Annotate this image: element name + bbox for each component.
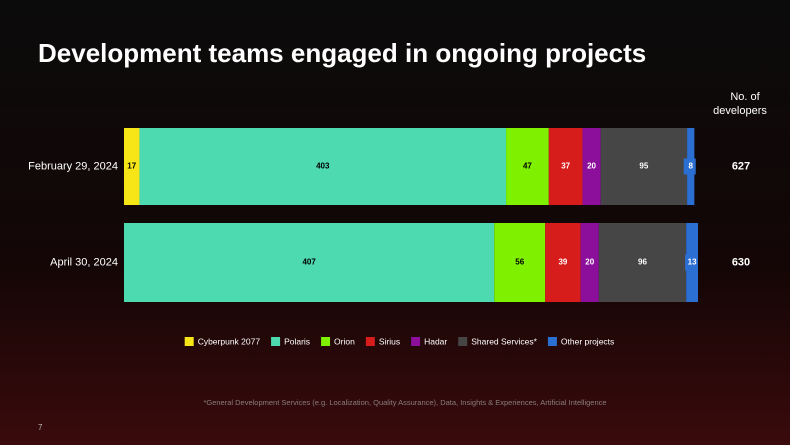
- bar-segment: [545, 223, 581, 302]
- legend-swatch: [547, 337, 557, 346]
- bar-segment: [580, 223, 599, 302]
- bar-segment: [598, 223, 687, 302]
- bar-segment: [582, 128, 601, 205]
- value-label: 39: [558, 258, 567, 267]
- value-label-box: [683, 158, 696, 175]
- totals-header: No. of: [730, 91, 760, 103]
- value-label-box: [685, 254, 698, 271]
- value-label: 20: [587, 162, 596, 171]
- total-label: 627: [732, 160, 750, 172]
- value-label: 403: [316, 162, 330, 171]
- value-label: 37: [561, 162, 570, 171]
- bar-segment: [494, 223, 546, 302]
- legend-label: Sirius: [379, 336, 400, 346]
- total-label: 630: [732, 256, 750, 268]
- legend-label: Other projects: [561, 336, 614, 346]
- value-label: 95: [639, 162, 648, 171]
- page-number: 7: [38, 423, 43, 432]
- category-label: February 29, 2024: [28, 160, 118, 172]
- bar-segment: [124, 223, 495, 302]
- bar-segment: [600, 128, 688, 205]
- category-label: April 30, 2024: [50, 256, 118, 268]
- legend-swatch: [271, 337, 281, 346]
- legend-swatch: [411, 337, 421, 346]
- value-label: 96: [638, 258, 647, 267]
- legend-label: Hadar: [424, 336, 447, 346]
- legend-label: Cyberpunk 2077: [198, 336, 261, 346]
- legend-label: Shared Services*: [471, 336, 537, 346]
- value-label: 13: [688, 258, 697, 267]
- value-label: 47: [523, 162, 532, 171]
- bar-segment: [548, 128, 583, 205]
- legend-label: Orion: [334, 336, 355, 346]
- legend-swatch: [321, 337, 331, 346]
- value-label: 407: [302, 258, 316, 267]
- legend-swatch: [184, 337, 194, 346]
- bar-segment: [124, 128, 140, 205]
- value-label: 20: [585, 258, 594, 267]
- bar-segment: [506, 128, 549, 205]
- chart-title: Development teams engaged in ongoing pro…: [38, 38, 646, 68]
- footnote: *General Development Services (e.g. Loca…: [203, 398, 606, 407]
- legend-swatch: [365, 337, 375, 346]
- value-label: 8: [688, 162, 693, 171]
- bar-segment: [139, 128, 507, 205]
- value-label: 56: [515, 258, 524, 267]
- legend-swatch: [458, 337, 468, 346]
- totals-header: developers: [713, 105, 767, 117]
- legend-label: Polaris: [284, 336, 310, 346]
- value-label: 17: [127, 162, 136, 171]
